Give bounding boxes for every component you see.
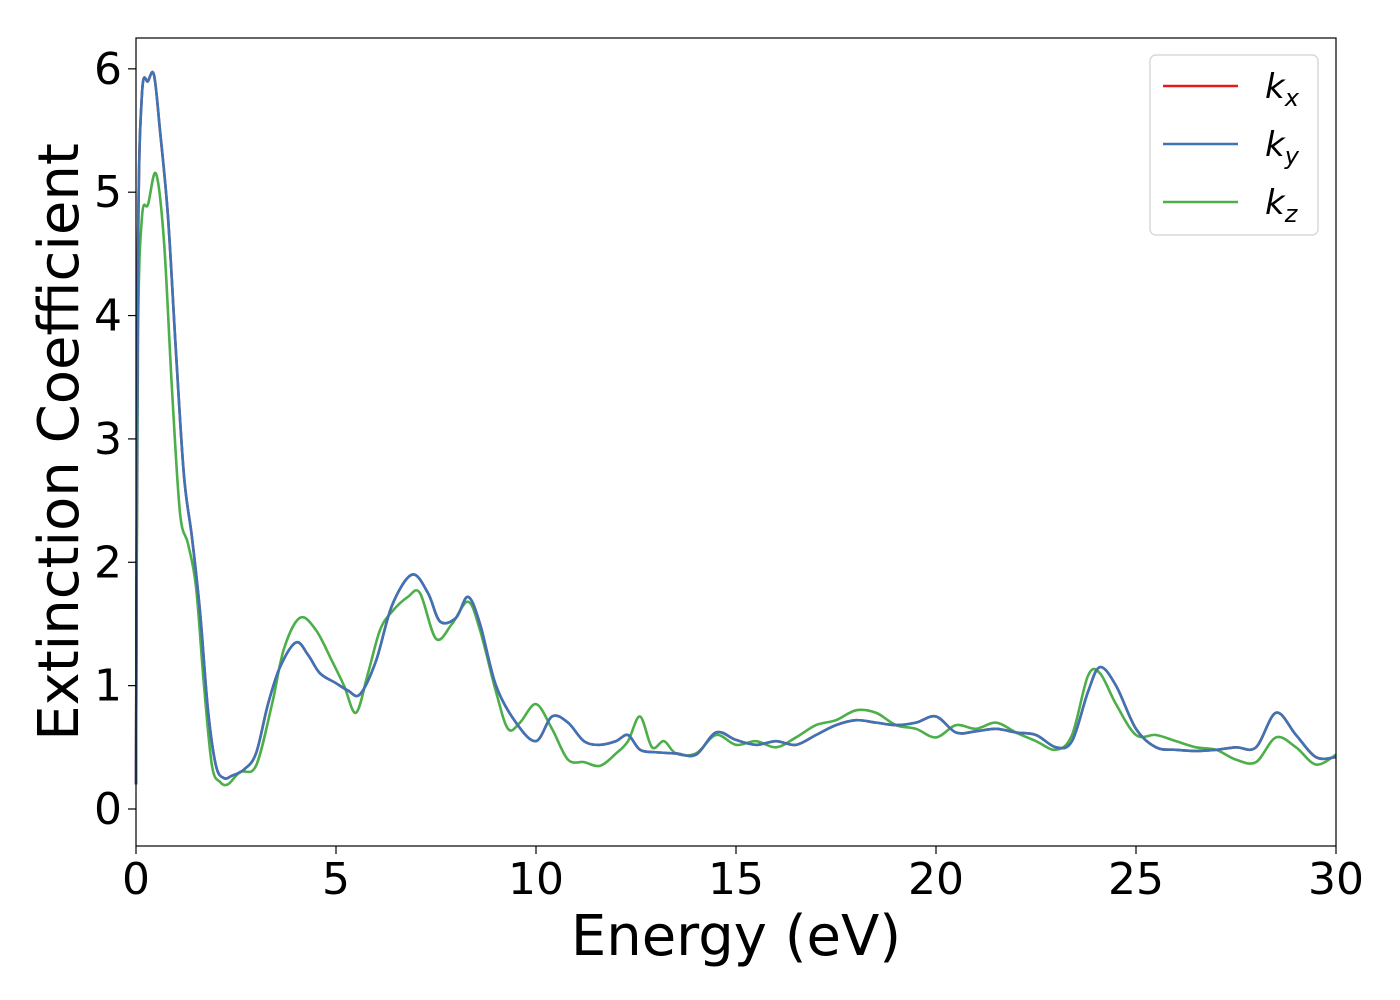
y-tick-label: 3 bbox=[94, 414, 122, 465]
y-tick-label: 4 bbox=[94, 291, 122, 342]
series-line-k-y bbox=[134, 70, 1337, 785]
legend: kx ky kz bbox=[1149, 54, 1319, 236]
y-tick-label: 0 bbox=[94, 784, 122, 835]
y-tick-label: 2 bbox=[94, 537, 122, 588]
x-tick-label: 25 bbox=[1108, 854, 1164, 905]
legend-label-k-x: kx bbox=[1265, 67, 1300, 112]
series-group bbox=[134, 70, 1337, 787]
legend-label-k-z: kz bbox=[1265, 183, 1299, 228]
y-tick-label: 6 bbox=[94, 44, 122, 95]
x-tick-label: 0 bbox=[122, 854, 150, 905]
x-tick-label: 20 bbox=[908, 854, 964, 905]
x-axis-ticks: 0 5 10 15 20 25 30 bbox=[122, 846, 1364, 905]
y-tick-label: 1 bbox=[94, 661, 122, 712]
y-axis-ticks: 0 1 2 3 4 5 6 bbox=[94, 44, 136, 835]
x-tick-label: 30 bbox=[1308, 854, 1364, 905]
x-tick-label: 15 bbox=[708, 854, 764, 905]
series-line-k-z bbox=[134, 171, 1337, 787]
x-axis-label: Energy (eV) bbox=[571, 904, 901, 969]
y-tick-label: 5 bbox=[94, 167, 122, 218]
x-tick-label: 5 bbox=[322, 854, 350, 905]
legend-label-k-y: ky bbox=[1265, 125, 1300, 170]
y-axis-label: Extinction Coefficient bbox=[27, 143, 92, 741]
x-tick-label: 10 bbox=[508, 854, 564, 905]
